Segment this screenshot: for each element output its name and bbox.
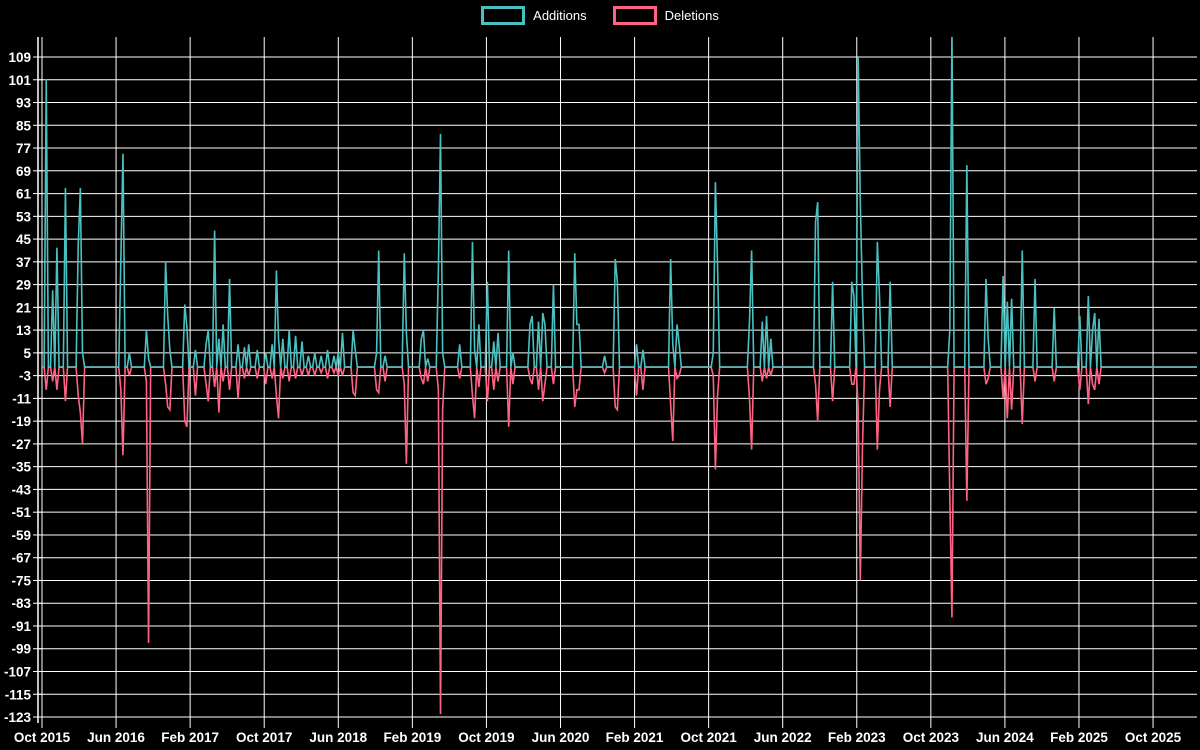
y-tick-label: 37	[16, 255, 31, 270]
y-tick-label: -99	[11, 642, 31, 657]
x-tick-label: Oct 2023	[903, 730, 960, 745]
y-tick-label: -59	[11, 528, 31, 543]
y-tick-label: -123	[4, 710, 32, 725]
y-tick-label: -91	[11, 619, 31, 634]
y-tick-label: -115	[5, 687, 32, 702]
chart-legend: Additions Deletions	[0, 6, 1200, 25]
y-tick-label: -11	[12, 391, 31, 406]
x-tick-label: Jun 2024	[976, 730, 1034, 745]
x-tick-label: Jun 2020	[532, 730, 590, 745]
additions-legend-label: Additions	[533, 8, 587, 23]
x-tick-label: Feb 2019	[383, 730, 441, 745]
y-tick-label: 21	[16, 300, 32, 315]
y-tick-label: 101	[8, 73, 31, 88]
y-tick-label: -107	[4, 664, 31, 679]
y-tick-label: 61	[16, 187, 32, 202]
x-tick-label: Oct 2015	[14, 730, 71, 745]
deletions-swatch-icon	[612, 6, 657, 25]
legend-item-additions[interactable]: Additions	[481, 6, 587, 25]
y-tick-label: 45	[16, 232, 32, 247]
x-tick-label: Feb 2025	[1050, 730, 1108, 745]
deletions-line-series	[42, 364, 1197, 715]
legend-item-deletions[interactable]: Deletions	[612, 6, 719, 25]
y-tick-label: -35	[11, 460, 31, 475]
y-tick-label: 77	[16, 141, 31, 156]
y-tick-label: 5	[23, 346, 31, 361]
y-tick-label: -75	[11, 573, 31, 588]
y-tick-label: -67	[11, 551, 31, 566]
x-tick-label: Feb 2017	[161, 730, 219, 745]
x-tick-label: Jun 2016	[87, 730, 145, 745]
y-tick-label: 53	[16, 209, 32, 224]
x-tick-label: Oct 2019	[458, 730, 514, 745]
y-tick-label: -3	[19, 369, 31, 384]
y-tick-label: 85	[16, 118, 32, 133]
x-tick-label: Oct 2021	[680, 730, 737, 745]
additions-swatch-icon	[481, 6, 526, 25]
y-tick-label: -27	[11, 437, 31, 452]
x-tick-label: Jun 2018	[309, 730, 367, 745]
y-tick-label: -83	[11, 596, 31, 611]
y-tick-label: -43	[11, 482, 31, 497]
x-tick-label: Oct 2017	[236, 730, 292, 745]
y-tick-label: 13	[16, 323, 32, 338]
x-tick-label: Oct 2025	[1125, 730, 1182, 745]
y-tick-label: 29	[16, 278, 31, 293]
y-tick-label: -19	[11, 414, 31, 429]
y-tick-label: -51	[11, 505, 31, 520]
x-tick-label: Feb 2021	[606, 730, 664, 745]
y-tick-label: 109	[8, 50, 31, 65]
x-tick-label: Feb 2023	[828, 730, 886, 745]
y-tick-label: 69	[16, 164, 31, 179]
y-tick-label: 93	[16, 96, 32, 111]
x-tick-label: Jun 2022	[754, 730, 812, 745]
deletions-legend-label: Deletions	[664, 8, 719, 23]
additions-line-series	[42, 37, 1197, 368]
